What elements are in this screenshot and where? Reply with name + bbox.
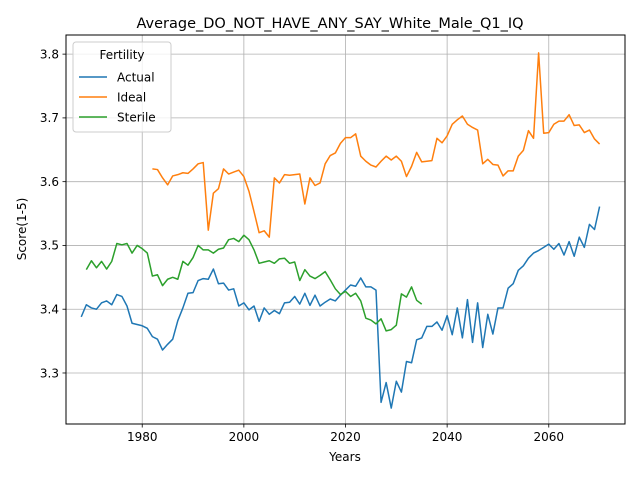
- series-line-sterile: [85, 234, 423, 332]
- y-tick-label: 3.7: [40, 111, 59, 125]
- y-tick-label: 3.4: [40, 303, 59, 317]
- legend: Fertility Actual Ideal Sterile: [72, 41, 172, 133]
- legend-box: [72, 41, 172, 133]
- legend-label-actual: Actual: [117, 70, 155, 84]
- series-lines: [80, 52, 601, 409]
- y-axis-label: Score(1-5): [15, 198, 29, 261]
- legend-title: Fertility: [99, 48, 144, 62]
- series-line-ideal: [152, 52, 601, 238]
- axis-ticks: 1980 2000 2020 2040 2060 3.3 3.4 3.5 3.6 3.7 3.8: [40, 47, 564, 444]
- x-tick-label: 2040: [432, 430, 463, 444]
- y-tick-label: 3.6: [40, 175, 59, 189]
- x-tick-label: 1980: [127, 430, 158, 444]
- y-tick-label: 3.5: [40, 239, 59, 253]
- x-axis-label: Years: [328, 450, 361, 464]
- grid: [66, 35, 625, 424]
- x-tick-label: 2060: [533, 430, 564, 444]
- x-tick-label: 2000: [229, 430, 260, 444]
- x-tick-label: 2020: [330, 430, 361, 444]
- y-tick-label: 3.8: [40, 47, 59, 61]
- legend-label-ideal: Ideal: [117, 90, 146, 104]
- legend-label-sterile: Sterile: [117, 110, 156, 124]
- y-tick-label: 3.3: [40, 366, 59, 380]
- chart-title: Average_DO_NOT_HAVE_ANY_SAY_White_Male_Q…: [136, 16, 523, 32]
